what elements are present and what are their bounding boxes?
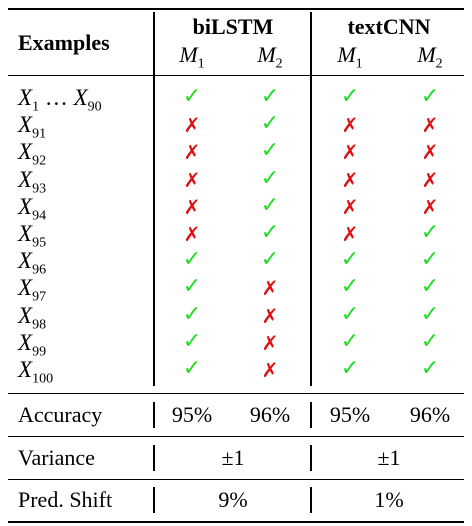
model-header: M1 [337, 42, 363, 72]
variance-label: Variance [18, 445, 95, 470]
pred-shift-value: 1% [374, 487, 404, 512]
examples-bottom-rule [8, 393, 464, 395]
example-label: X94 [18, 193, 47, 224]
accuracy-bottom-rule [8, 436, 464, 438]
cross-icon: ✗ [183, 222, 201, 246]
column-divider-1-shift [153, 487, 155, 513]
pred-shift-label: Pred. Shift [18, 487, 113, 512]
cross-icon: ✗ [341, 167, 359, 192]
cross-icon: ✗ [421, 113, 439, 138]
example-label: X99 [18, 329, 47, 360]
check-icon: ✓ [182, 301, 202, 327]
accuracy-value: 95% [171, 402, 213, 427]
check-icon: ✓ [260, 220, 280, 245]
example-label: X91 [18, 112, 47, 142]
column-divider-2 [310, 12, 312, 386]
check-icon: ✓ [182, 328, 202, 354]
column-divider-1-accuracy [153, 402, 155, 428]
model-header: M1 [179, 42, 205, 72]
accuracy-value: 96% [409, 402, 451, 427]
check-icon: ✓ [260, 165, 280, 191]
check-icon: ✓ [420, 247, 440, 273]
check-icon: ✓ [260, 84, 280, 109]
accuracy-label: Accuracy [18, 402, 103, 427]
check-icon: ✓ [260, 192, 280, 218]
example-label: X96 [18, 248, 47, 278]
bottom-rule [8, 521, 464, 523]
column-divider-2-accuracy [310, 402, 312, 428]
check-icon: ✓ [420, 301, 440, 327]
cross-icon: ✗ [341, 194, 359, 219]
column-divider-2-variance [310, 445, 312, 471]
check-icon: ✓ [420, 328, 440, 354]
cross-icon: ✗ [183, 194, 201, 219]
check-icon: ✓ [420, 274, 440, 300]
example-label: X97 [18, 275, 47, 305]
variance-value: ±1 [377, 445, 401, 470]
column-divider-1-variance [153, 445, 155, 471]
model-header: M2 [257, 42, 283, 72]
check-icon: ✓ [420, 220, 440, 245]
cross-icon: ✗ [341, 222, 359, 246]
bilstm-header: biLSTM [192, 14, 274, 39]
example-label: X100 [18, 357, 54, 387]
example-label: X1 … X90 [18, 85, 102, 115]
check-icon: ✓ [340, 84, 360, 109]
cross-icon: ✗ [261, 358, 279, 382]
cross-icon: ✗ [261, 330, 279, 355]
check-icon: ✓ [340, 301, 360, 327]
cross-icon: ✗ [261, 276, 279, 301]
cross-icon: ✗ [261, 303, 279, 328]
examples-header: Examples [18, 30, 110, 55]
check-icon: ✓ [260, 247, 280, 273]
cross-icon: ✗ [183, 167, 201, 192]
check-icon: ✓ [420, 84, 440, 109]
column-divider-1 [153, 12, 155, 386]
check-icon: ✓ [260, 111, 280, 137]
check-icon: ✓ [182, 356, 202, 381]
cross-icon: ✗ [421, 140, 439, 165]
check-icon: ✓ [260, 138, 280, 164]
cross-icon: ✗ [421, 194, 439, 219]
example-label: X92 [18, 139, 47, 169]
top-rule [8, 8, 464, 10]
pred-shift-value: 9% [218, 487, 248, 512]
check-icon: ✓ [340, 274, 360, 300]
textcnn-header: textCNN [347, 14, 431, 39]
model-header: M2 [417, 42, 443, 72]
cross-icon: ✗ [341, 113, 359, 138]
check-icon: ✓ [182, 247, 202, 273]
cross-icon: ✗ [183, 140, 201, 165]
check-icon: ✓ [420, 356, 440, 381]
accuracy-value: 95% [329, 402, 371, 427]
cross-icon: ✗ [421, 167, 439, 192]
example-label: X95 [18, 221, 47, 251]
header-rule [8, 75, 464, 77]
check-icon: ✓ [340, 328, 360, 354]
check-icon: ✓ [182, 84, 202, 109]
cross-icon: ✗ [183, 113, 201, 138]
cross-icon: ✗ [341, 140, 359, 165]
accuracy-value: 96% [249, 402, 291, 427]
column-divider-2-shift [310, 487, 312, 513]
example-label: X93 [18, 166, 47, 197]
variance-value: ±1 [221, 445, 245, 470]
check-icon: ✓ [182, 274, 202, 300]
check-icon: ✓ [340, 356, 360, 381]
check-icon: ✓ [340, 247, 360, 273]
example-label: X98 [18, 302, 47, 333]
variance-bottom-rule [8, 479, 464, 481]
